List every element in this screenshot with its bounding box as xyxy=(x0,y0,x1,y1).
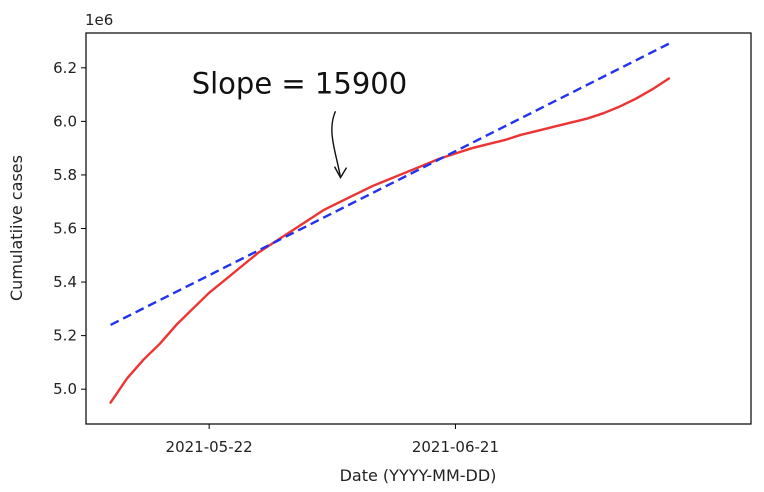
y-tick-label: 5.8 xyxy=(53,166,77,184)
x-tick-label: 2021-05-22 xyxy=(166,438,253,456)
cumulative-cases-line xyxy=(109,77,671,404)
annotation-arrow xyxy=(331,110,342,178)
y-tick-label: 5.6 xyxy=(53,220,77,238)
annotation-text: Slope = 15900 xyxy=(192,66,407,100)
y-axis-offset-label: 1e6 xyxy=(85,11,113,29)
x-axis-ticks: 2021-05-22 2021-06-21 xyxy=(166,424,499,456)
y-tick-label: 6.0 xyxy=(53,112,77,130)
series-layer xyxy=(109,42,671,404)
y-tick-label: 5.4 xyxy=(53,273,77,291)
y-axis-label: Cumulatiive cases xyxy=(7,155,26,301)
y-tick-label: 6.2 xyxy=(53,59,77,77)
y-tick-label: 5.2 xyxy=(53,327,77,345)
annotation-arrowhead xyxy=(333,166,348,180)
x-axis-label: Date (YYYY-MM-DD) xyxy=(340,466,497,485)
plot-frame xyxy=(85,32,752,425)
y-axis-ticks: 5.0 5.2 5.4 5.6 5.8 6.0 6.2 xyxy=(53,59,86,398)
annotation-layer: Slope = 15900 xyxy=(192,66,407,180)
y-tick-label: 5.0 xyxy=(53,380,77,398)
x-tick-label: 2021-06-21 xyxy=(412,438,499,456)
trend-line xyxy=(110,42,670,326)
